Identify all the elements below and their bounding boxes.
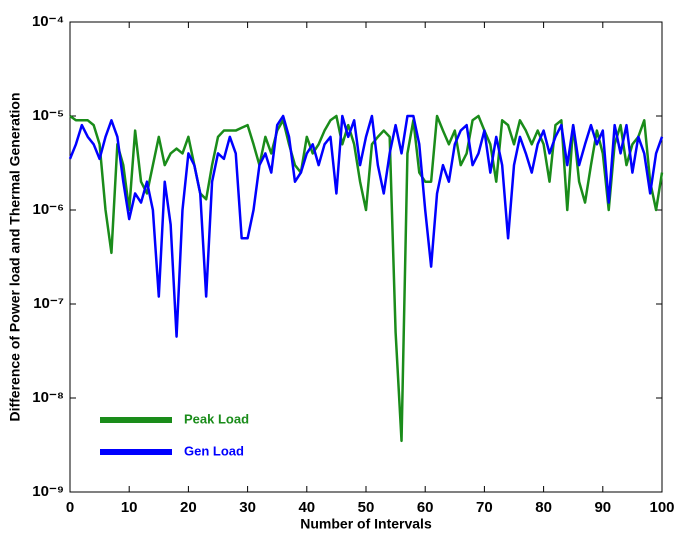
legend-label: Gen Load (184, 443, 244, 458)
x-tick-label: 0 (66, 499, 74, 516)
y-tick-label: 10⁻⁹ (32, 483, 64, 500)
x-tick-label: 40 (298, 499, 315, 516)
series-line (68, 114, 664, 338)
x-tick-label: 50 (358, 499, 375, 516)
y-tick-label: 10⁻⁵ (32, 107, 64, 124)
x-tick-label: 20 (180, 499, 197, 516)
y-tick-label: 10⁻⁸ (32, 389, 64, 406)
x-tick-label: 10 (121, 499, 138, 516)
y-tick-label: 10⁻⁶ (32, 201, 64, 218)
x-tick-label: 80 (535, 499, 552, 516)
x-tick-label: 70 (476, 499, 493, 516)
x-tick-label: 90 (594, 499, 611, 516)
x-tick-label: 60 (417, 499, 434, 516)
y-axis-label: Difference of Power load and Thermal Gen… (7, 92, 23, 421)
x-tick-label: 100 (649, 499, 674, 516)
legend-label: Peak Load (184, 411, 249, 426)
x-axis-label: Number of Intervals (300, 516, 432, 532)
x-tick-label: 30 (239, 499, 256, 516)
series-line (69, 114, 664, 443)
y-tick-label: 10⁻⁴ (32, 13, 64, 30)
y-tick-label: 10⁻⁷ (33, 295, 64, 312)
